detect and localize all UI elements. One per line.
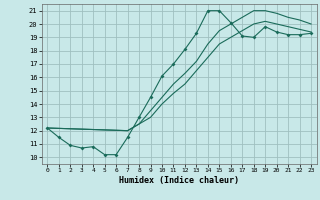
X-axis label: Humidex (Indice chaleur): Humidex (Indice chaleur) <box>119 176 239 185</box>
